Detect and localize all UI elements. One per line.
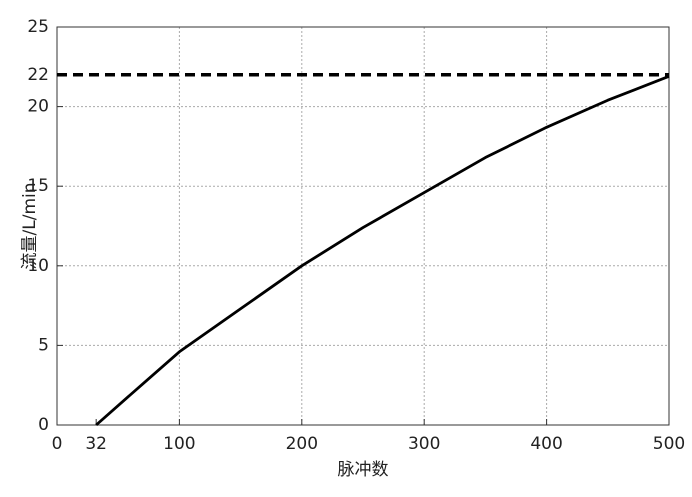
x-tick-label: 500 bbox=[653, 434, 685, 454]
y-tick-label: 0 bbox=[38, 415, 49, 435]
x-tick-label: 200 bbox=[286, 434, 318, 454]
y-tick-label: 5 bbox=[38, 335, 49, 355]
plot-frame bbox=[56, 26, 670, 426]
x-tick-label: 0 bbox=[52, 434, 63, 454]
x-tick-label: 32 bbox=[85, 434, 107, 454]
y-tick-label: 10 bbox=[27, 256, 49, 276]
y-axis-label: 流量/L/min bbox=[20, 183, 40, 270]
x-tick-label: 100 bbox=[163, 434, 195, 454]
data-line bbox=[95, 75, 670, 427]
y-tick-label: 25 bbox=[27, 17, 49, 37]
x-axis-label: 脉冲数 bbox=[338, 460, 389, 480]
y-tick-label: 22 bbox=[27, 65, 49, 85]
y-tick-label: 20 bbox=[27, 97, 49, 117]
x-tick-label: 300 bbox=[408, 434, 440, 454]
x-tick-label: 400 bbox=[530, 434, 562, 454]
y-tick-label: 15 bbox=[27, 176, 49, 196]
